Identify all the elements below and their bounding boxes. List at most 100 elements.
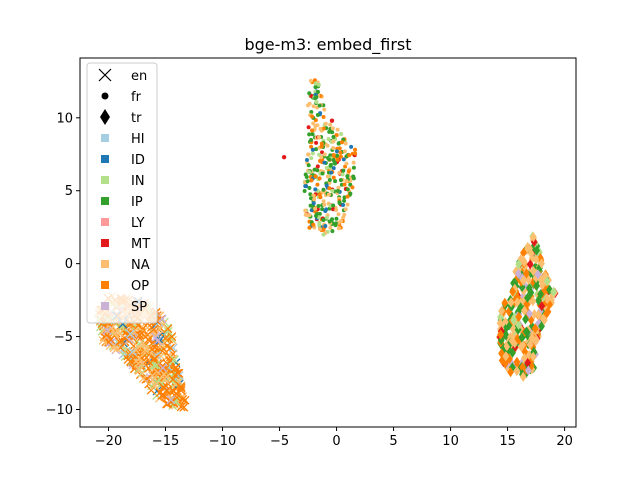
x-tick-label: 15 (499, 434, 516, 449)
data-point (153, 336, 162, 346)
data-point (308, 78, 313, 83)
data-point (511, 312, 519, 323)
data-point (150, 381, 160, 391)
data-point (322, 160, 327, 165)
legend-label: OP (131, 279, 149, 294)
data-point (309, 196, 314, 201)
data-point (522, 326, 530, 337)
data-point (337, 146, 342, 151)
data-point (170, 355, 180, 365)
data-point (307, 225, 312, 230)
data-point (514, 333, 521, 344)
data-point (519, 362, 526, 373)
data-point (343, 207, 348, 212)
data-point (176, 386, 186, 395)
data-point (310, 147, 315, 152)
data-point (317, 103, 322, 108)
data-point (157, 314, 167, 324)
data-point (331, 146, 336, 151)
data-point (539, 279, 547, 290)
x-tick-label: −10 (209, 434, 236, 449)
data-point (338, 154, 343, 159)
x-tick-label: 10 (442, 434, 459, 449)
data-point (347, 153, 352, 158)
data-point (322, 202, 327, 207)
data-point (318, 126, 323, 131)
data-point (118, 322, 127, 332)
data-point (328, 122, 333, 127)
data-point (543, 276, 551, 287)
data-point (315, 89, 320, 94)
axes: −20 −15 −10 −5 0 5 10 15 20 −10 −5 0 5 10 (46, 57, 577, 449)
data-point (339, 131, 344, 136)
legend-label: LY (131, 216, 145, 231)
legend-color-swatch (101, 197, 109, 205)
data-point (530, 346, 538, 358)
data-point (327, 186, 332, 191)
data-point (337, 170, 342, 175)
data-point (327, 180, 332, 185)
data-point (155, 388, 165, 398)
data-point (534, 269, 542, 280)
data-point (135, 330, 145, 340)
data-point (143, 335, 153, 345)
data-point (531, 323, 539, 334)
data-point (533, 280, 541, 291)
data-point (324, 183, 329, 188)
data-point (309, 178, 314, 183)
data-point (142, 374, 152, 384)
data-point (526, 339, 534, 350)
legend-label: IN (131, 174, 145, 189)
data-point (515, 311, 523, 322)
data-point (160, 333, 170, 343)
data-point (163, 326, 173, 336)
data-point (331, 153, 336, 158)
data-point (313, 187, 318, 192)
data-point (334, 216, 339, 221)
data-point (342, 212, 347, 217)
data-point (168, 374, 178, 384)
data-point (316, 82, 321, 87)
data-point (330, 126, 335, 131)
y-tick-label: 10 (56, 111, 73, 126)
legend-color-swatch (101, 176, 109, 184)
data-point (336, 212, 341, 217)
data-point (346, 169, 351, 174)
data-point (327, 129, 332, 134)
data-point (309, 109, 314, 114)
data-point (526, 243, 533, 254)
data-point (513, 356, 521, 367)
data-point (509, 347, 516, 358)
data-point (172, 393, 182, 402)
data-point (313, 85, 318, 90)
data-point (339, 218, 344, 223)
data-point (151, 360, 161, 370)
data-point (158, 363, 168, 373)
legend-color-swatch (101, 155, 109, 163)
legend-color-swatch (101, 281, 109, 289)
x-tick-label: −5 (270, 434, 289, 449)
data-point (156, 362, 166, 372)
data-point (513, 297, 521, 308)
data-point (335, 157, 340, 162)
x-tick-label: 20 (556, 434, 573, 449)
data-point (533, 245, 540, 256)
data-point (164, 334, 174, 344)
data-point (326, 137, 331, 142)
data-point (311, 222, 316, 227)
legend-label: SP (131, 300, 147, 315)
data-point (329, 118, 335, 123)
data-point (515, 319, 522, 330)
data-point (311, 193, 316, 198)
data-point (146, 385, 156, 395)
data-point (311, 121, 316, 126)
data-point (131, 345, 141, 355)
data-point (140, 345, 150, 355)
data-point (524, 292, 531, 303)
data-point (160, 392, 170, 402)
data-point (310, 114, 315, 119)
data-point (523, 268, 530, 279)
data-point (325, 143, 330, 148)
data-point (320, 150, 325, 155)
legend-label: fr (131, 90, 142, 105)
